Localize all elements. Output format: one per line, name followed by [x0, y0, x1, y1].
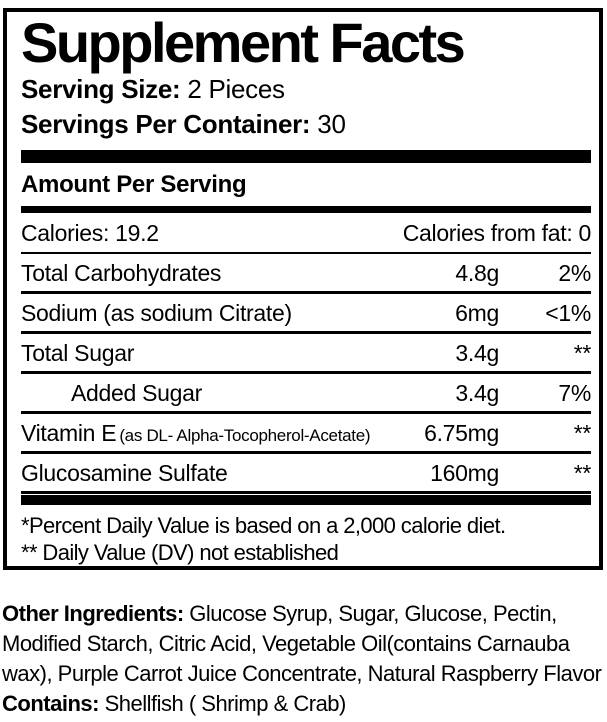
servings-per-container-line: Servings Per Container: 30 [21, 107, 591, 141]
panel-title: Supplement Facts [21, 11, 466, 74]
footnotes: *Percent Daily Value is based on a 2,000… [21, 505, 591, 567]
nutrient-amount: 160mg [430, 459, 499, 486]
nutrient-daily-value: 2% [558, 259, 591, 286]
nutrient-name: Glucosamine Sulfate [21, 459, 228, 486]
nutrient-name: Vitamin E [21, 419, 117, 446]
nutrient-row-added-sugar: Added Sugar 3.4g 7% [21, 374, 591, 414]
nutrient-daily-value: <1% [545, 299, 591, 326]
nutrient-name-wrap: Glucosamine Sulfate [21, 460, 404, 487]
serving-size-label: Serving Size: [21, 74, 181, 105]
calories-value: Calories: 19.2 [21, 219, 159, 246]
nutrient-amount: 6.75mg [424, 419, 499, 446]
separator-bar-thick-top [21, 149, 591, 163]
nutrient-name-wrap: Sodium (as sodium Citrate) [21, 300, 404, 327]
nutrient-amount: 4.8g [455, 259, 499, 286]
amount-per-serving-heading: Amount Per Serving [21, 170, 247, 198]
separator-bar-medium [21, 205, 591, 213]
other-ingredients-text: Glucose Syrup, Sugar, Glucose, Pectin, M… [2, 601, 602, 686]
footnote-dv-not-established: ** Daily Value (DV) not established [21, 540, 339, 566]
nutrient-name-wrap: Total Carbohydrates [21, 260, 404, 287]
nutrient-daily-value: ** [573, 339, 592, 366]
calories-from-fat-value: Calories from fat: 0 [402, 219, 592, 246]
separator-bar-thick-bottom [21, 494, 591, 505]
nutrient-name: Total Carbohydrates [21, 259, 222, 286]
nutrient-daily-value: ** [573, 419, 592, 446]
nutrient-row-vitamin-e: Vitamin E (as DL- Alpha-Tocopherol-Acetat… [21, 414, 591, 454]
other-ingredients-label: Other Ingredients: [2, 601, 184, 626]
other-ingredients-paragraph: Other Ingredients: Glucose Syrup, Sugar,… [2, 599, 606, 719]
supplement-facts-panel: Supplement Facts Serving Size: 2 Pieces S… [3, 8, 603, 570]
nutrient-name-wrap: Added Sugar [21, 380, 404, 407]
nutrient-row-total-carbohydrates: Total Carbohydrates 4.8g 2% [21, 254, 591, 294]
contains-label: Contains: [2, 691, 99, 716]
nutrient-row-sodium: Sodium (as sodium Citrate) 6mg <1% [21, 294, 591, 334]
nutrient-name-wrap: Total Sugar [21, 340, 404, 367]
footnote-percent-daily-value: *Percent Daily Value is based on a 2,000… [21, 512, 506, 538]
nutrient-name: Sodium (as sodium Citrate) [21, 299, 292, 326]
servings-per-container-value: 30 [317, 108, 346, 139]
serving-size-line: Serving Size: 2 Pieces [21, 72, 591, 106]
nutrient-amount: 6mg [455, 299, 499, 326]
nutrient-name-detail: (as DL- Alpha-Tocopherol-Acetate) [119, 425, 371, 445]
nutrient-daily-value: ** [573, 459, 592, 486]
nutrient-daily-value: 7% [558, 379, 591, 406]
calories-row: Calories: 19.2 Calories from fat: 0 [21, 213, 591, 254]
nutrient-name: Added Sugar [71, 379, 202, 406]
serving-size-value: 2 Pieces [187, 74, 285, 105]
nutrient-name-wrap: Vitamin E (as DL- Alpha-Tocopherol-Acetat… [21, 420, 404, 447]
nutrient-row-glucosamine-sulfate: Glucosamine Sulfate 160mg ** [21, 454, 591, 494]
nutrient-row-total-sugar: Total Sugar 3.4g ** [21, 334, 591, 374]
contains-text: Shellfish ( Shrimp & Crab) [98, 691, 347, 716]
servings-per-container-label: Servings Per Container: [21, 108, 311, 139]
nutrient-amount: 3.4g [455, 339, 499, 366]
nutrient-amount: 3.4g [455, 379, 499, 406]
nutrient-name: Total Sugar [21, 339, 135, 366]
